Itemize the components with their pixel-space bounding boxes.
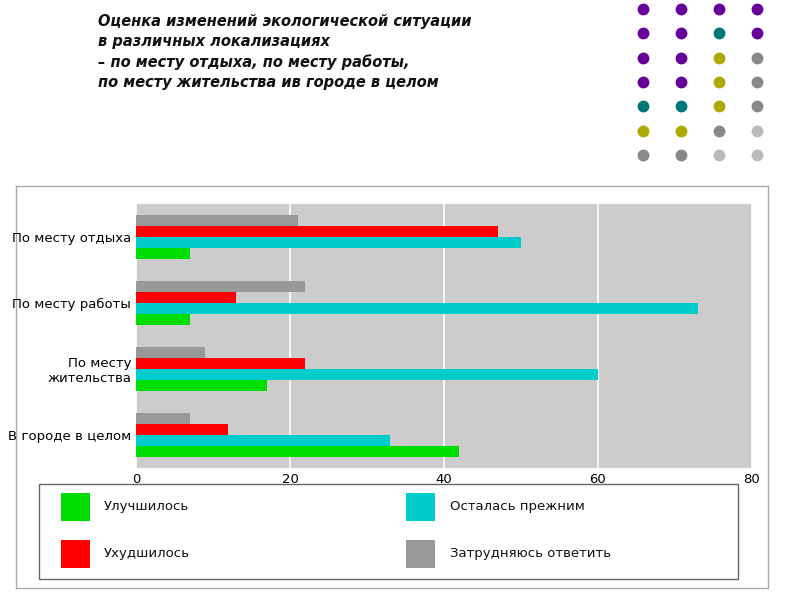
Bar bbox=[136, 314, 190, 325]
Bar bbox=[136, 237, 521, 248]
Bar bbox=[136, 248, 190, 259]
Bar bbox=[136, 281, 306, 292]
Text: Затрудняюсь ответить: Затрудняюсь ответить bbox=[450, 547, 610, 560]
Bar bbox=[136, 446, 459, 457]
Bar bbox=[136, 303, 698, 314]
Bar bbox=[136, 380, 267, 391]
Bar bbox=[136, 369, 598, 380]
Bar bbox=[136, 347, 206, 358]
Bar bbox=[136, 358, 306, 369]
Bar bbox=[136, 215, 298, 226]
Bar bbox=[136, 424, 229, 435]
Text: Улучшилось: Улучшилось bbox=[104, 500, 190, 514]
Bar bbox=[61, 539, 90, 568]
Text: Осталась прежним: Осталась прежним bbox=[450, 500, 585, 514]
Bar bbox=[406, 493, 435, 521]
Text: Оценка изменений экологической ситуации
в различных локализациях
– по месту отды: Оценка изменений экологической ситуации … bbox=[98, 14, 471, 90]
FancyBboxPatch shape bbox=[39, 484, 738, 579]
Bar bbox=[136, 292, 236, 303]
Bar bbox=[136, 435, 390, 446]
Bar bbox=[136, 226, 498, 237]
Bar bbox=[406, 539, 435, 568]
Text: Ухудшилось: Ухудшилось bbox=[104, 547, 190, 560]
Bar bbox=[61, 493, 90, 521]
Bar bbox=[136, 413, 190, 424]
